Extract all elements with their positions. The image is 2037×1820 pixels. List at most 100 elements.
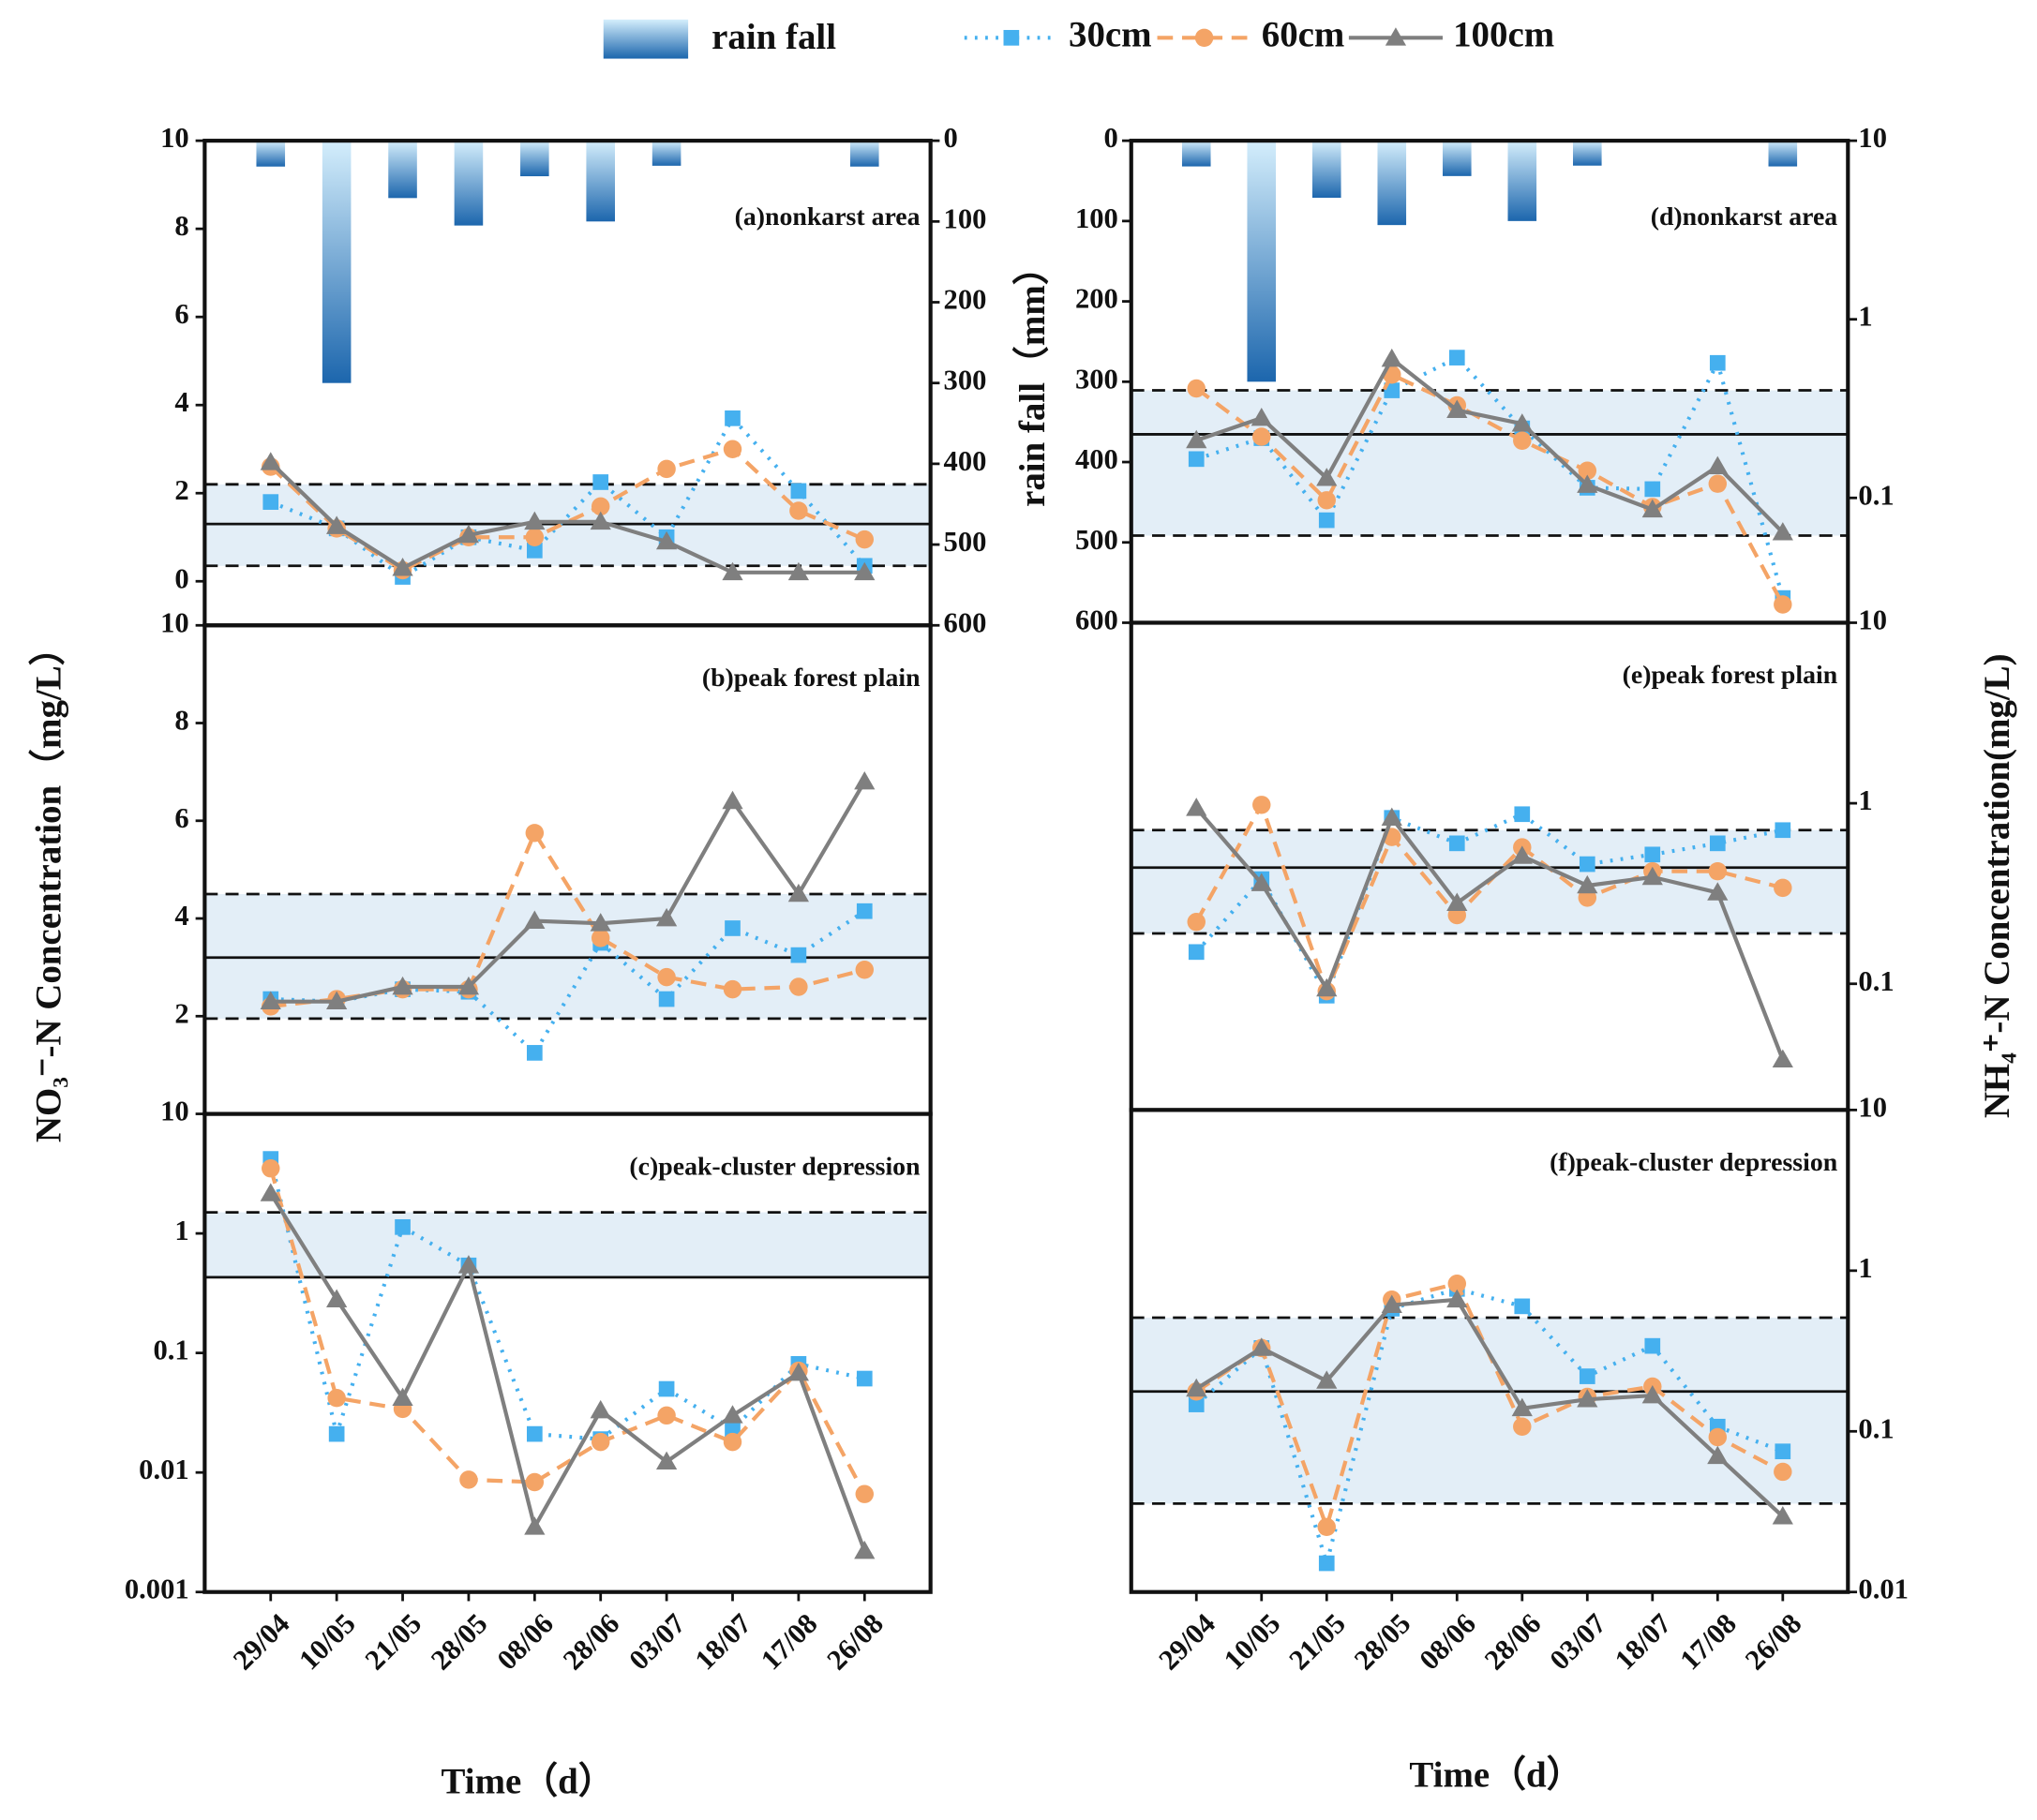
legend-label: rain fall xyxy=(711,17,836,57)
y-axis-label: NO₃⁻-N Concentration（mg/L） xyxy=(29,629,69,1142)
x-axis-label: Time（d） xyxy=(1409,1754,1582,1795)
marker xyxy=(1774,595,1792,614)
marker xyxy=(1577,474,1598,493)
marker xyxy=(1316,977,1338,997)
marker xyxy=(1316,1370,1338,1389)
marker xyxy=(326,515,348,534)
marker xyxy=(787,561,810,581)
rain-bar xyxy=(1377,141,1407,226)
marker xyxy=(1511,1397,1533,1417)
marker xyxy=(1644,1337,1661,1354)
marker xyxy=(1644,846,1661,863)
x-tick-label: 21/05 xyxy=(1283,1607,1352,1676)
y-tick-label: 0.001 xyxy=(125,1574,189,1605)
series-line xyxy=(268,1168,867,1496)
x-tick-label: 17/08 xyxy=(1674,1607,1743,1676)
marker xyxy=(722,1405,743,1424)
marker xyxy=(327,1388,346,1408)
marker xyxy=(1446,399,1468,418)
marker xyxy=(590,1399,611,1419)
y-tick-label: 10 xyxy=(1858,122,1887,154)
marker xyxy=(1577,874,1598,894)
marker xyxy=(1186,1378,1207,1397)
y-tick-label: 8 xyxy=(174,210,188,242)
y-tick-label: 0.1 xyxy=(1858,965,1894,997)
y2-tick-label: 400 xyxy=(944,445,987,477)
marker xyxy=(525,528,545,546)
x-tick-label: 26/08 xyxy=(821,1607,890,1676)
marker xyxy=(787,1362,810,1381)
marker xyxy=(1708,861,1728,881)
y2-tick-label: 600 xyxy=(1075,604,1118,635)
rain-bar xyxy=(1572,141,1602,166)
x-tick-label: 03/07 xyxy=(622,1607,691,1676)
series-line xyxy=(1195,372,1785,606)
marker xyxy=(1186,798,1207,816)
marker xyxy=(725,1421,741,1438)
legend-marker xyxy=(1003,29,1020,46)
rain-bar xyxy=(1507,141,1537,221)
y-tick-label: 1 xyxy=(1858,301,1872,333)
marker xyxy=(1707,882,1729,901)
marker xyxy=(856,903,873,919)
rain-bar xyxy=(1768,141,1798,167)
series-line xyxy=(269,414,866,580)
x-tick-label: 28/05 xyxy=(425,1607,493,1676)
marker xyxy=(723,1432,742,1452)
x-tick-label: 28/05 xyxy=(1348,1607,1416,1676)
marker xyxy=(1579,856,1595,873)
x-tick-label: 28/06 xyxy=(1478,1607,1547,1676)
marker xyxy=(1775,822,1791,839)
rain-bar xyxy=(520,141,549,177)
marker xyxy=(457,1255,480,1274)
x-tick-label: 08/06 xyxy=(1414,1607,1482,1676)
marker xyxy=(326,1289,348,1307)
marker xyxy=(392,976,413,995)
marker xyxy=(590,913,611,932)
marker xyxy=(326,991,348,1009)
y-tick-label: 10 xyxy=(160,606,189,638)
marker xyxy=(328,1425,345,1442)
marker xyxy=(1316,468,1338,486)
marker xyxy=(591,497,610,516)
x-tick-label: 18/07 xyxy=(1609,1607,1677,1676)
marker xyxy=(1644,481,1661,498)
marker xyxy=(262,494,279,510)
marker xyxy=(260,991,281,1009)
marker xyxy=(722,790,743,810)
marker xyxy=(526,1045,543,1061)
y-tick-label: 2 xyxy=(174,474,188,506)
marker xyxy=(655,530,678,550)
x-tick-label: 21/05 xyxy=(359,1607,427,1676)
rain-bar xyxy=(1442,141,1472,176)
y-tick-label: 0.1 xyxy=(1858,1412,1894,1444)
marker xyxy=(1186,429,1207,449)
marker xyxy=(722,561,743,581)
x-axis-label: Time（d） xyxy=(442,1761,615,1801)
marker xyxy=(723,979,742,999)
marker xyxy=(392,558,413,576)
y2-tick-label: 300 xyxy=(1075,363,1118,395)
marker xyxy=(657,1406,676,1425)
marker xyxy=(1513,1417,1532,1436)
x-tick-label: 26/08 xyxy=(1739,1607,1807,1676)
rain-bar xyxy=(652,141,681,166)
marker xyxy=(591,1432,610,1452)
marker xyxy=(658,991,675,1007)
marker xyxy=(1384,382,1400,398)
y2-tick-label: 200 xyxy=(1075,283,1118,315)
x-tick-label: 29/04 xyxy=(1153,1607,1221,1676)
x-tick-label: 18/07 xyxy=(689,1607,757,1676)
x-tick-label: 03/07 xyxy=(1544,1607,1612,1676)
marker xyxy=(1317,1517,1336,1537)
marker xyxy=(1252,796,1271,814)
y-tick-label: 1 xyxy=(1858,784,1872,816)
marker xyxy=(1772,1049,1793,1068)
marker xyxy=(1188,451,1205,468)
series-line xyxy=(270,781,867,1004)
marker xyxy=(592,474,609,490)
marker xyxy=(1318,512,1335,529)
rain-bar xyxy=(322,141,352,383)
marker xyxy=(1641,866,1663,886)
